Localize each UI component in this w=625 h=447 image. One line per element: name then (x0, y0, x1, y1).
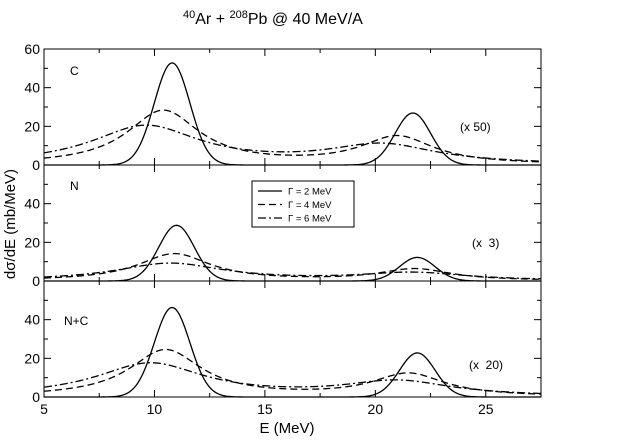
x-axis-title: E (MeV) (259, 420, 314, 437)
y-tick-label: 20 (24, 350, 40, 366)
chart-title: 40Ar + 208Pb @ 40 MeV/A (183, 9, 363, 28)
y-tick-label: 20 (24, 234, 40, 250)
title-rest: @ 40 MeV/A (267, 11, 363, 28)
y-tick-label: 40 (24, 80, 40, 96)
series-line-solid (44, 62, 541, 166)
panel-frame (43, 48, 542, 166)
scale-note: (x 50) (460, 120, 491, 134)
legend-label: Γ = 4 MeV (288, 200, 332, 211)
series-line-dashed (43, 348, 542, 395)
legend: Γ = 2 MeV Γ = 4 MeV Γ = 6 MeV (251, 180, 355, 228)
title-projectile: Ar (195, 11, 212, 28)
x-tick-label: 15 (257, 401, 273, 417)
scale-note: (x 3) (472, 236, 499, 250)
legend-label: Γ = 2 MeV (288, 187, 332, 198)
y-tick-label: 0 (32, 157, 40, 173)
panel-label: C (70, 64, 79, 78)
title-target-mass: 208 (229, 9, 247, 21)
x-tick-label: 10 (147, 401, 163, 417)
title-projectile-mass: 40 (183, 9, 195, 21)
series-line-dash-dot (43, 124, 542, 162)
y-tick-label: 0 (32, 389, 40, 405)
x-tick-label: 25 (478, 401, 494, 417)
y-tick-label: 60 (24, 41, 40, 57)
series-line-dash-dot (43, 262, 542, 280)
y-tick-label: 40 (24, 312, 40, 328)
y-tick-label: 40 (24, 196, 40, 212)
y-axis-title: dσ/dE (mb/MeV) (2, 169, 19, 279)
title-plus: + (211, 11, 229, 28)
series-line-solid (44, 224, 541, 282)
panel-frame (43, 280, 542, 398)
series-line-dashed (43, 252, 542, 280)
series-line-dash-dot (43, 362, 542, 395)
panel-3: 0 20 40 N+C (x 20) (24, 280, 542, 405)
legend-label: Γ = 6 MeV (288, 214, 332, 225)
x-tick-label: 5 (40, 401, 48, 417)
y-tick-label: 20 (24, 118, 40, 134)
series-line-solid (44, 306, 541, 398)
panel-label: N (70, 179, 79, 193)
panel-1: 0 20 40 60 C (x 50) (24, 41, 542, 173)
panel-2: 0 20 40 N (x 3) (24, 164, 542, 289)
plot-layer: 0 20 40 60 C (x 50) 0 20 40 N (x 3) 0 20 40 N+C (x 20) 5… (24, 41, 542, 417)
x-tick-label: 20 (368, 401, 384, 417)
title-target: Pb (248, 11, 268, 28)
series-line-dashed (43, 109, 542, 163)
y-tick-label: 0 (32, 273, 40, 289)
panel-label: N+C (64, 314, 89, 328)
scale-note: (x 20) (469, 358, 503, 372)
